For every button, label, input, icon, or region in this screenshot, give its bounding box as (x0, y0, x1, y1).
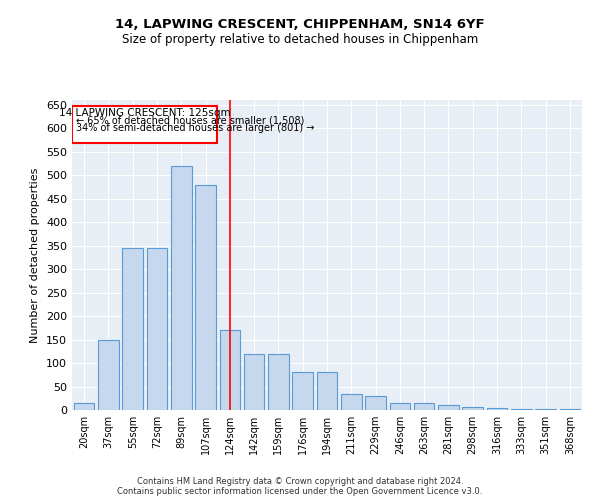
Text: 14 LAPWING CRESCENT: 125sqm: 14 LAPWING CRESCENT: 125sqm (59, 108, 230, 118)
Bar (365, 396, 386, 410)
Bar (122, 248, 143, 410)
Bar (268, 354, 289, 410)
Bar (171, 166, 191, 410)
Bar (146, 248, 167, 410)
Bar (195, 184, 216, 410)
Bar (414, 403, 434, 410)
Bar (487, 408, 508, 410)
Bar (74, 403, 94, 410)
Text: 14, LAPWING CRESCENT, CHIPPENHAM, SN14 6YF: 14, LAPWING CRESCENT, CHIPPENHAM, SN14 6… (115, 18, 485, 30)
Text: Size of property relative to detached houses in Chippenham: Size of property relative to detached ho… (122, 32, 478, 46)
FancyBboxPatch shape (73, 106, 217, 143)
Bar (341, 394, 362, 410)
Text: ← 65% of detached houses are smaller (1,508): ← 65% of detached houses are smaller (1,… (76, 116, 305, 126)
Text: Contains HM Land Registry data © Crown copyright and database right 2024.: Contains HM Land Registry data © Crown c… (137, 478, 463, 486)
Bar (220, 330, 240, 410)
Text: 34% of semi-detached houses are larger (801) →: 34% of semi-detached houses are larger (… (76, 124, 314, 134)
Bar (560, 409, 580, 410)
Bar (292, 372, 313, 410)
Bar (511, 408, 532, 410)
Bar (389, 403, 410, 410)
Bar (463, 407, 483, 410)
Y-axis label: Number of detached properties: Number of detached properties (31, 168, 40, 342)
Text: Contains public sector information licensed under the Open Government Licence v3: Contains public sector information licen… (118, 488, 482, 496)
Bar (438, 406, 459, 410)
Bar (98, 340, 119, 410)
Bar (244, 354, 265, 410)
Bar (535, 409, 556, 410)
Bar (317, 372, 337, 410)
